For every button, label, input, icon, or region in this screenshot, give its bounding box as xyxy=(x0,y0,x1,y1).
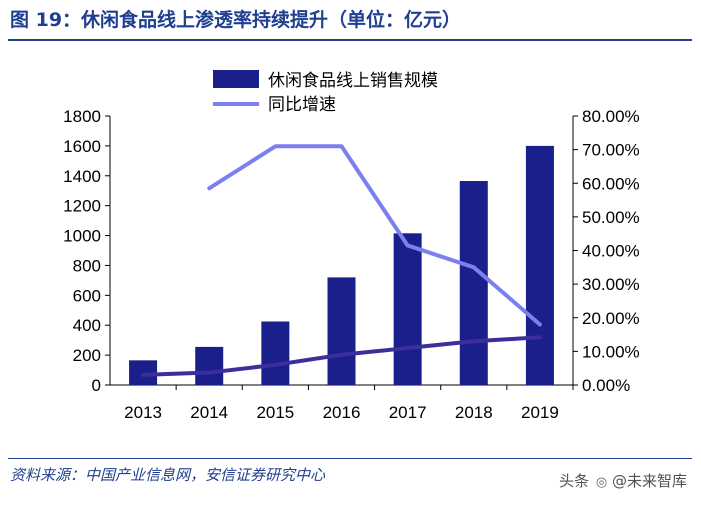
bar-2016 xyxy=(327,277,356,385)
chart-title: 图 19：休闲食品线上渗透率持续提升（单位：亿元） xyxy=(10,9,462,31)
legend-label-line: 同比增速 xyxy=(268,95,336,115)
watermark: 头条 ◎ @未来智库 xyxy=(559,470,687,491)
penetration-line xyxy=(141,335,542,377)
axis-labels: 0 200 400 600 800 1000 1200 1400 1600 1800 0.00% 10… xyxy=(63,107,640,422)
legend-label-bar: 休闲食品线上销售规模 xyxy=(268,71,438,91)
x-tick-label: 2016 xyxy=(323,403,361,422)
bar-2019 xyxy=(525,145,554,385)
watermark-logo-icon: ◎ xyxy=(595,475,608,490)
bar-2017 xyxy=(393,233,422,385)
right-tick-label: 60.00% xyxy=(582,174,640,193)
left-tick-label: 600 xyxy=(73,286,101,305)
left-tick-label: 200 xyxy=(73,346,101,365)
left-tick-label: 1200 xyxy=(63,197,101,216)
bar-2018 xyxy=(459,181,488,385)
watermark-platform: 头条 xyxy=(559,472,590,490)
left-tick-label: 400 xyxy=(73,316,101,335)
legend-swatch-bar xyxy=(213,70,259,88)
bar-2014 xyxy=(195,346,224,385)
right-tick-label: 70.00% xyxy=(582,141,640,160)
left-tick-label: 1800 xyxy=(63,107,101,126)
left-tick-label: 800 xyxy=(73,256,101,275)
right-tick-label: 50.00% xyxy=(582,208,640,227)
x-tick-label: 2017 xyxy=(389,403,427,422)
left-tick-label: 0 xyxy=(92,376,101,395)
left-tick-label: 1000 xyxy=(63,227,101,246)
watermark-account: @未来智库 xyxy=(611,472,687,490)
x-tick-label: 2018 xyxy=(455,403,493,422)
source-divider xyxy=(8,458,692,459)
right-tick-label: 10.00% xyxy=(582,342,640,361)
x-tick-label: 2013 xyxy=(124,403,162,422)
right-tick-label: 40.00% xyxy=(582,242,640,261)
left-tick-label: 1400 xyxy=(63,167,101,186)
bar-2015 xyxy=(261,321,290,385)
title-divider xyxy=(8,39,692,41)
x-tick-label: 2014 xyxy=(190,403,228,422)
bar-series xyxy=(129,145,554,385)
right-tick-label: 30.00% xyxy=(582,275,640,294)
growth-line xyxy=(207,144,542,327)
source-note: 资料来源：中国产业信息网，安信证券研究中心 xyxy=(10,466,326,484)
x-tick-label: 2015 xyxy=(256,403,294,422)
right-tick-label: 20.00% xyxy=(582,309,640,328)
right-tick-label: 80.00% xyxy=(582,107,640,126)
right-tick-label: 0.00% xyxy=(582,376,630,395)
left-tick-label: 1600 xyxy=(63,137,101,156)
line-series xyxy=(141,144,542,377)
x-tick-label: 2019 xyxy=(521,403,559,422)
chart: 0 200 400 600 800 1000 1200 1400 1600 1800 0.00% 10… xyxy=(63,70,640,422)
